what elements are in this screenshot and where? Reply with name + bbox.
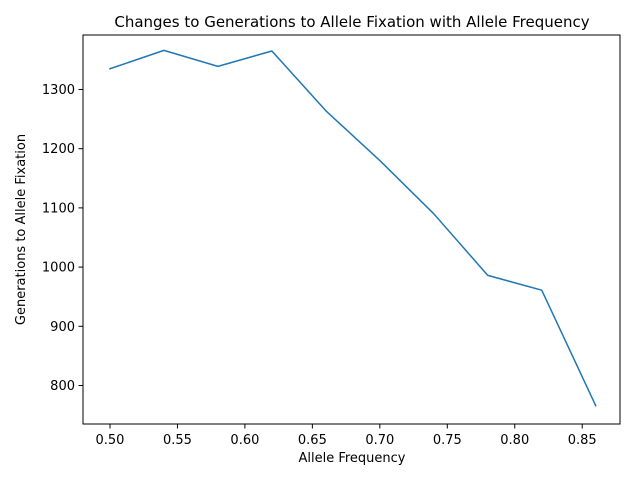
x-tick-label: 0.70 [365,433,394,448]
x-tick-label: 0.50 [96,433,125,448]
x-tick-label: 0.85 [568,433,597,448]
plot-frame [82,34,621,425]
y-tick-label: 1000 [42,261,75,276]
series-line-0 [109,49,597,407]
y-tick-label: 1200 [42,142,75,157]
x-axis-label: Allele Frequency [298,451,405,466]
x-tick-label: 0.80 [500,433,529,448]
y-tick-label: 1100 [42,201,75,216]
series-layer [109,49,597,407]
y-axis-label: Generations to Allele Fixation [14,134,29,325]
y-tick-label: 900 [50,320,75,335]
chart-title: Changes to Generations to Allele Fixatio… [114,13,589,31]
x-tick-label: 0.55 [163,433,192,448]
plot-area [83,35,620,424]
y-axis-ticks: 800 900 1000 1100 1200 1300 [42,83,83,394]
x-tick-label: 0.60 [230,433,259,448]
x-tick-label: 0.75 [433,433,462,448]
plot-background [83,35,620,424]
x-axis-ticks: 0.50 0.55 0.60 0.65 0.70 0.75 0.80 0.85 [96,424,597,448]
x-tick-label: 0.65 [298,433,327,448]
y-tick-label: 1300 [42,83,75,98]
y-tick-label: 800 [50,379,75,394]
